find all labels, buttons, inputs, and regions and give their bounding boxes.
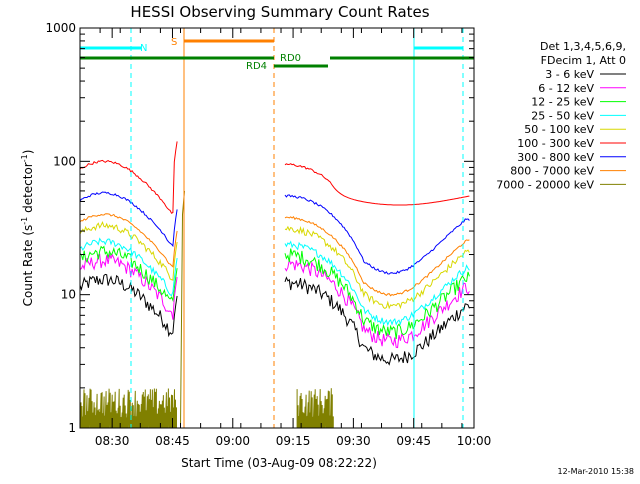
legend-label-7: 300 - 800 keV: [517, 151, 594, 164]
y-tick-label-0: 1: [68, 421, 76, 435]
legend-label-9: 7000 - 20000 keV: [496, 178, 594, 191]
x-tick-label-4: 09:30: [336, 434, 371, 448]
footer-date: 12-Mar-2010 15:38: [558, 467, 635, 476]
series-line-8-post-gap: [284, 216, 470, 297]
series-line-5-post-gap: [284, 225, 470, 310]
series-line-6-post-gap: [284, 163, 470, 206]
legend-label-1: 3 - 6 keV: [545, 68, 594, 81]
chart-title: HESSI Observing Summary Count Rates: [130, 3, 429, 21]
y-axis-label: Count Rate (s-1 detector-1): [20, 150, 35, 307]
series-line-2-post-gap: [284, 257, 470, 349]
legend-header-line2: FDecim 1, Att 0: [541, 54, 626, 67]
series-line-1-pre-gap: [79, 273, 178, 338]
series-line-2-pre-gap: [79, 252, 178, 320]
x-tick-label-5: 09:45: [396, 434, 431, 448]
series-line-4-post-gap: [284, 240, 470, 327]
x-tick-label-1: 08:45: [155, 434, 190, 448]
plot-frame: [79, 27, 475, 429]
series-line-3-pre-gap: [79, 245, 178, 303]
legend-label-4: 25 - 50 keV: [531, 109, 594, 122]
series-line-5-pre-gap: [79, 220, 178, 281]
y-tick-label-2: 100: [53, 154, 76, 168]
legend-label-6: 100 - 300 keV: [517, 137, 594, 150]
rd4-flag-label: RD4: [246, 61, 267, 72]
x-tick-label-2: 09:00: [215, 434, 250, 448]
legend-header-line1: Det 1,3,4,5,6,9,: [540, 40, 626, 53]
night-flag-label: N: [140, 43, 147, 54]
series-line-1-post-gap: [284, 276, 470, 366]
series-line-7-post-gap: [284, 194, 470, 275]
x-tick-label-3: 09:15: [276, 434, 311, 448]
plot-area: [80, 28, 474, 428]
x-tick-label-6: 10:00: [457, 434, 492, 448]
legend-label-2: 6 - 12 keV: [538, 82, 594, 95]
rd0-flag-label: RD0: [280, 53, 301, 64]
series-line-6-pre-gap: [79, 141, 178, 214]
series-line-3-post-gap: [284, 248, 470, 340]
saa-flag-label: S: [171, 37, 177, 48]
series-line-8-pre-gap: [79, 213, 178, 268]
series-line-7-pre-gap: [79, 191, 178, 248]
y-tick-label-3: 1000: [45, 21, 76, 35]
series-line-4-pre-gap: [79, 237, 178, 297]
series-line-9-post-gap: [296, 388, 334, 429]
y-tick-label-1: 10: [61, 288, 76, 302]
legend-label-5: 50 - 100 keV: [524, 123, 594, 136]
x-axis-label: Start Time (03-Aug-09 08:22:22): [181, 456, 377, 470]
legend-label-8: 800 - 7000 keV: [510, 165, 594, 178]
x-tick-label-0: 08:30: [95, 434, 130, 448]
legend-label-3: 12 - 25 keV: [531, 96, 594, 109]
legend: Det 1,3,4,5,6,9, FDecim 1, Att 0 3 - 6 k…: [496, 40, 626, 191]
